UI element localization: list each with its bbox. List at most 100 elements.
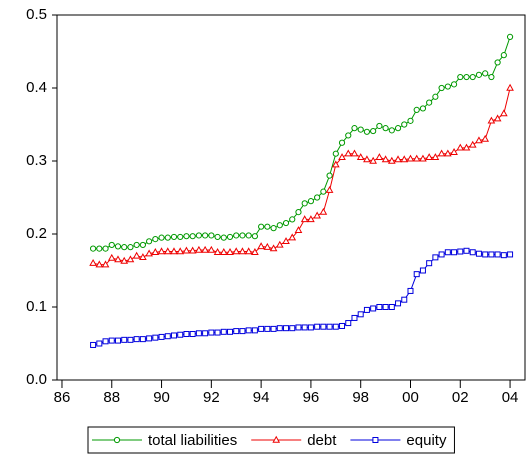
- marker: [295, 209, 302, 216]
- marker: [450, 148, 458, 155]
- marker: [244, 247, 253, 255]
- legend-label: total liabilities: [148, 432, 237, 449]
- marker: [113, 436, 121, 444]
- marker: [450, 81, 458, 88]
- marker: [475, 71, 483, 78]
- marker: [263, 242, 272, 250]
- marker: [463, 73, 470, 81]
- y-tick-label: 0.4: [26, 79, 47, 96]
- marker: [413, 106, 420, 114]
- marker: [114, 337, 121, 344]
- marker: [89, 245, 97, 252]
- marker: [226, 248, 234, 255]
- marker: [158, 234, 165, 241]
- marker: [232, 247, 241, 255]
- marker: [475, 250, 482, 257]
- marker: [283, 325, 290, 332]
- marker: [257, 242, 265, 250]
- marker: [272, 435, 281, 443]
- marker: [208, 329, 215, 336]
- y-tick-label: 0.1: [26, 298, 47, 315]
- marker: [139, 336, 146, 343]
- marker: [507, 251, 514, 258]
- marker: [376, 304, 383, 310]
- marker: [152, 334, 159, 341]
- marker: [456, 143, 465, 151]
- marker: [102, 245, 109, 252]
- x-tick-label: 92: [203, 389, 220, 406]
- marker: [177, 233, 184, 241]
- marker: [481, 134, 490, 142]
- marker: [437, 149, 446, 157]
- marker: [457, 248, 464, 255]
- marker: [375, 153, 384, 161]
- marker: [451, 249, 458, 256]
- marker: [233, 328, 240, 335]
- marker: [443, 149, 452, 157]
- marker: [275, 240, 284, 248]
- marker: [132, 251, 141, 259]
- marker: [488, 251, 495, 258]
- x-tick-label: 86: [54, 389, 71, 406]
- marker: [214, 329, 221, 336]
- marker: [288, 233, 297, 241]
- marker: [320, 323, 327, 330]
- marker: [170, 247, 178, 255]
- y-tick-label: 0.5: [26, 6, 47, 23]
- marker: [419, 154, 427, 162]
- marker: [195, 330, 202, 337]
- marker: [239, 328, 246, 335]
- marker: [363, 306, 370, 313]
- marker: [462, 143, 471, 151]
- marker: [307, 324, 314, 331]
- marker: [419, 105, 427, 112]
- marker: [469, 249, 476, 256]
- marker: [493, 114, 502, 122]
- marker: [314, 194, 321, 201]
- marker: [96, 245, 103, 252]
- marker: [331, 160, 340, 168]
- marker: [388, 127, 395, 134]
- series-line: [92, 250, 511, 346]
- marker: [382, 304, 389, 310]
- legend-label: debt: [307, 432, 337, 449]
- marker: [431, 153, 440, 161]
- marker: [463, 247, 470, 254]
- marker: [226, 233, 234, 241]
- marker: [444, 249, 451, 256]
- marker: [325, 185, 334, 193]
- marker: [351, 314, 358, 321]
- marker: [363, 155, 371, 163]
- marker: [499, 109, 508, 117]
- marker: [339, 322, 346, 329]
- marker: [482, 70, 489, 77]
- marker: [444, 83, 451, 90]
- x-tick-label: 94: [253, 389, 270, 406]
- marker: [264, 223, 271, 230]
- marker: [213, 248, 222, 255]
- marker: [126, 255, 135, 263]
- marker: [500, 252, 507, 259]
- marker: [171, 332, 177, 339]
- marker: [412, 154, 421, 162]
- y-tick-label: 0.3: [26, 152, 47, 169]
- marker: [282, 219, 290, 227]
- marker: [183, 233, 190, 240]
- marker: [227, 328, 234, 335]
- marker: [251, 327, 258, 334]
- marker: [376, 122, 383, 130]
- marker: [407, 287, 414, 294]
- marker: [289, 216, 296, 223]
- x-tick-label: 90: [153, 389, 170, 406]
- marker: [350, 149, 359, 157]
- marker: [363, 128, 371, 135]
- marker: [202, 330, 209, 337]
- marker: [506, 33, 514, 41]
- marker: [313, 211, 321, 219]
- marker: [157, 247, 166, 255]
- marker: [139, 253, 147, 261]
- marker: [219, 248, 228, 255]
- marker: [108, 337, 115, 344]
- marker: [214, 233, 221, 241]
